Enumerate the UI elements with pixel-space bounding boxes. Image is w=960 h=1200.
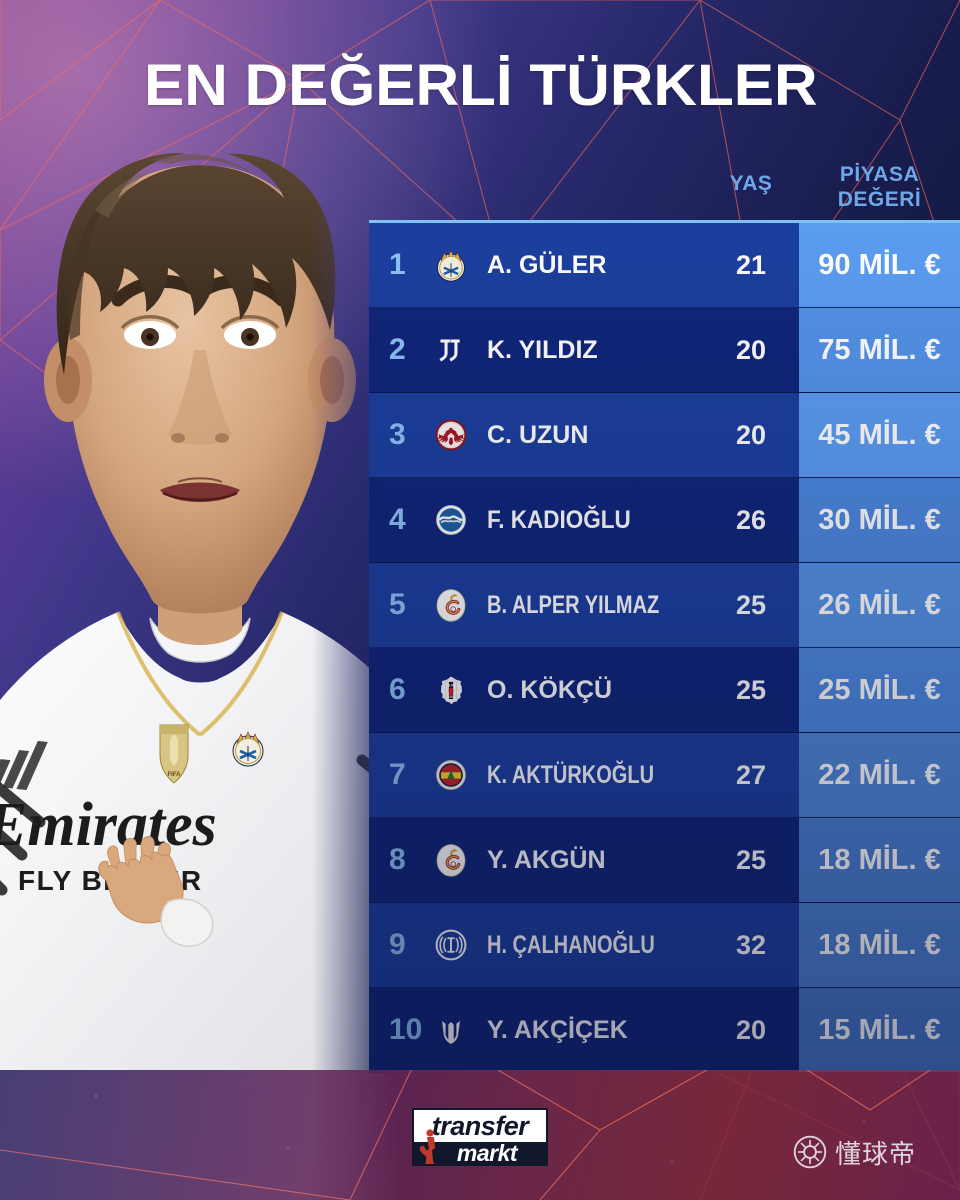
- svg-text:FIFA: FIFA: [168, 772, 182, 778]
